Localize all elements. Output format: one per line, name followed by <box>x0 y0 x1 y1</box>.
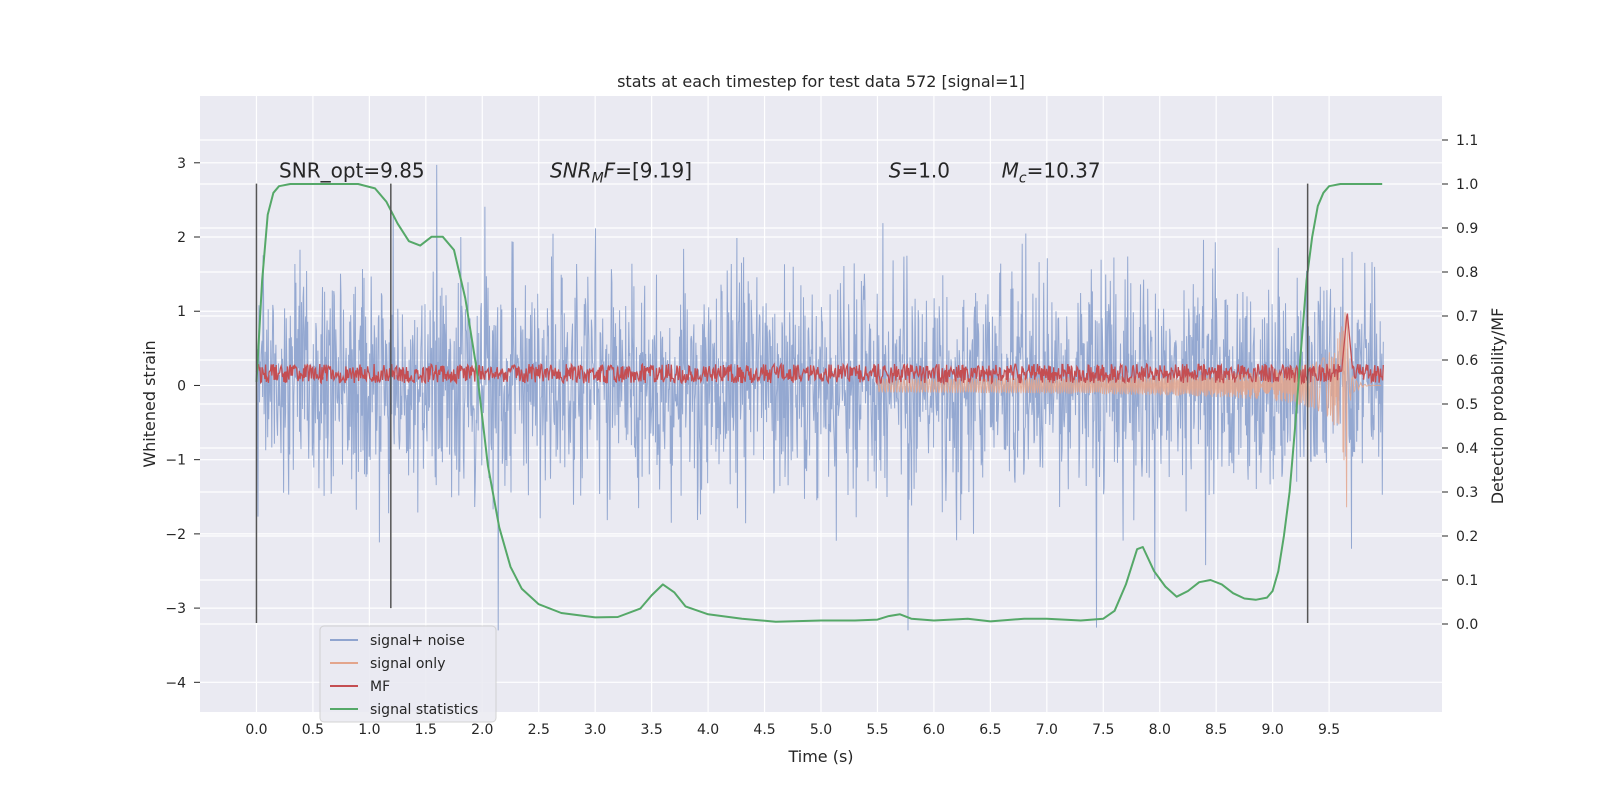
y2-tick-label: 0.5 <box>1456 397 1478 413</box>
series-layer <box>255 164 1384 631</box>
y2-tick-label: 1.0 <box>1456 177 1478 193</box>
vertical-lines <box>255 183 1309 623</box>
y2-tick-label: 0.0 <box>1456 617 1478 633</box>
x-axis-ticks: 0.0 0.5 1.0 1.5 2.0 2.5 3.0 3.5 4.0 4.5 5.0 5.5 6.0 6… <box>245 722 1340 738</box>
x-axis-label: Time (s) <box>787 747 853 766</box>
x-tick-label: 1.5 <box>415 722 437 738</box>
y2-axis-label: Detection probability/MF <box>1488 308 1507 505</box>
x-tick-label: 6.5 <box>979 722 1001 738</box>
x-tick-label: 6.0 <box>923 722 945 738</box>
x-tick-label: 5.5 <box>866 722 888 738</box>
y2-tick-label: 0.1 <box>1456 573 1478 589</box>
x-tick-label: 9.5 <box>1318 722 1340 738</box>
x-tick-label: 0.5 <box>302 722 324 738</box>
x-tick-label: 3.5 <box>641 722 663 738</box>
x-tick-label: 2.0 <box>471 722 493 738</box>
x-tick-label: 0.0 <box>245 722 267 738</box>
series-signal-only <box>877 312 1382 508</box>
y-tick-label: 3 <box>177 156 186 172</box>
y-tick-label: 0 <box>177 378 186 394</box>
legend-signal-noise: signal+ noise <box>370 633 465 649</box>
y2-tick-label: 0.8 <box>1456 265 1478 281</box>
annotation: SNRMF=[9.19] <box>550 159 692 187</box>
y2-tick-label: 0.4 <box>1456 441 1478 457</box>
y2-axis-ticks: 1.1 1.0 0.9 0.8 0.7 0.6 0.5 0.4 0.3 0.2 0.1 0.0 <box>1442 133 1478 633</box>
legend: signal+ noise signal only MF signal stat… <box>319 625 497 723</box>
x-tick-label: 9.0 <box>1262 722 1284 738</box>
y2-tick-label: 0.7 <box>1456 309 1478 325</box>
legend-signal-statistics: signal statistics <box>370 702 478 718</box>
x-tick-label: 7.0 <box>1036 722 1058 738</box>
series-mf <box>255 313 1384 386</box>
x-tick-label: 8.5 <box>1205 722 1227 738</box>
y-axis-label: Whitened strain <box>140 340 159 467</box>
x-tick-label: 3.0 <box>584 722 606 738</box>
y2-tick-label: 1.1 <box>1456 133 1478 149</box>
y-tick-label: 1 <box>177 304 186 320</box>
y-tick-label: −3 <box>165 601 186 617</box>
x-tick-label: 1.0 <box>358 722 380 738</box>
y2-tick-label: 0.3 <box>1456 485 1478 501</box>
annotation: Mc=10.37 <box>1002 159 1101 187</box>
series-signal-statistics <box>255 183 1383 623</box>
grid <box>200 96 1442 712</box>
annotations: SNR_opt=9.85 SNRMF=[9.19] S=1.0 Mc=10.37 <box>279 159 1101 187</box>
y2-tick-label: 0.2 <box>1456 529 1478 545</box>
y-axis-ticks: 3 2 1 0 −1 −2 −3 −4 <box>165 156 200 691</box>
x-tick-label: 8.0 <box>1149 722 1171 738</box>
x-tick-label: 4.5 <box>753 722 775 738</box>
y-tick-label: −2 <box>165 527 186 543</box>
legend-mf: MF <box>370 679 390 695</box>
y-tick-label: −1 <box>165 453 186 469</box>
annotation: SNR_opt=9.85 <box>279 159 425 183</box>
x-tick-label: 4.0 <box>697 722 719 738</box>
y-tick-label: −4 <box>165 675 186 691</box>
legend-signal-only: signal only <box>370 656 445 672</box>
x-tick-label: 7.5 <box>1092 722 1114 738</box>
x-tick-label: 2.5 <box>528 722 550 738</box>
annotation: S=1.0 <box>889 159 950 183</box>
chart-title: stats at each timestep for test data 572… <box>617 72 1025 91</box>
y2-tick-label: 0.6 <box>1456 353 1478 369</box>
legend-frame <box>319 625 497 723</box>
x-tick-label: 5.0 <box>810 722 832 738</box>
y2-tick-label: 0.9 <box>1456 221 1478 237</box>
y-tick-label: 2 <box>177 230 186 246</box>
